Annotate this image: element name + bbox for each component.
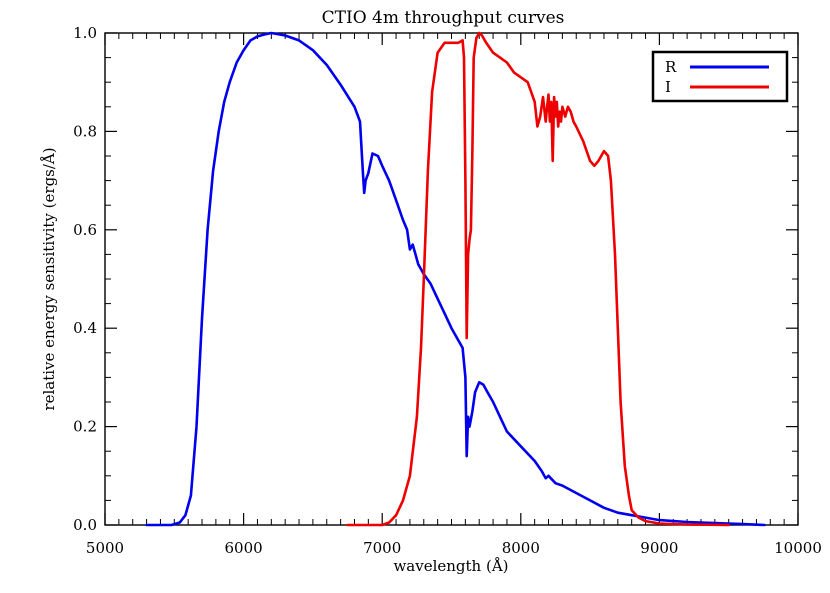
legend-label-r: R [665, 58, 677, 76]
y-tick-label: 0.8 [73, 122, 97, 140]
legend-label-i: I [665, 78, 671, 96]
y-tick-label: 0.0 [73, 516, 97, 534]
series-line-i [346, 31, 731, 527]
x-tick-label: 8000 [502, 539, 540, 557]
chart-title: CTIO 4m throughput curves [322, 8, 565, 28]
series-lines [145, 31, 767, 527]
y-tick-labels: 0.0 0.2 0.4 0.6 0.8 1.0 [73, 24, 97, 534]
legend-box [651, 50, 789, 103]
x-tick-label: 9000 [640, 539, 678, 557]
axis-ticks [104, 32, 799, 526]
y-tick-label: 0.2 [73, 418, 97, 436]
plot-frame [104, 32, 799, 526]
x-tick-label: 6000 [225, 539, 263, 557]
x-tick-label: 5000 [86, 539, 124, 557]
series-line-r [145, 31, 767, 527]
y-axis-label: relative energy sensitivity (ergs/Å) [40, 147, 58, 410]
x-tick-label: 7000 [363, 539, 401, 557]
y-tick-label: 0.6 [73, 221, 97, 239]
legend: R I [651, 50, 789, 103]
x-tick-label: 10000 [774, 539, 822, 557]
x-tick-labels: 5000 6000 7000 8000 9000 10000 [86, 539, 822, 557]
y-tick-label: 1.0 [73, 24, 97, 42]
plot-area [104, 31, 799, 527]
x-axis-label: wavelength (Å) [393, 557, 508, 575]
y-tick-label: 0.4 [73, 319, 97, 337]
